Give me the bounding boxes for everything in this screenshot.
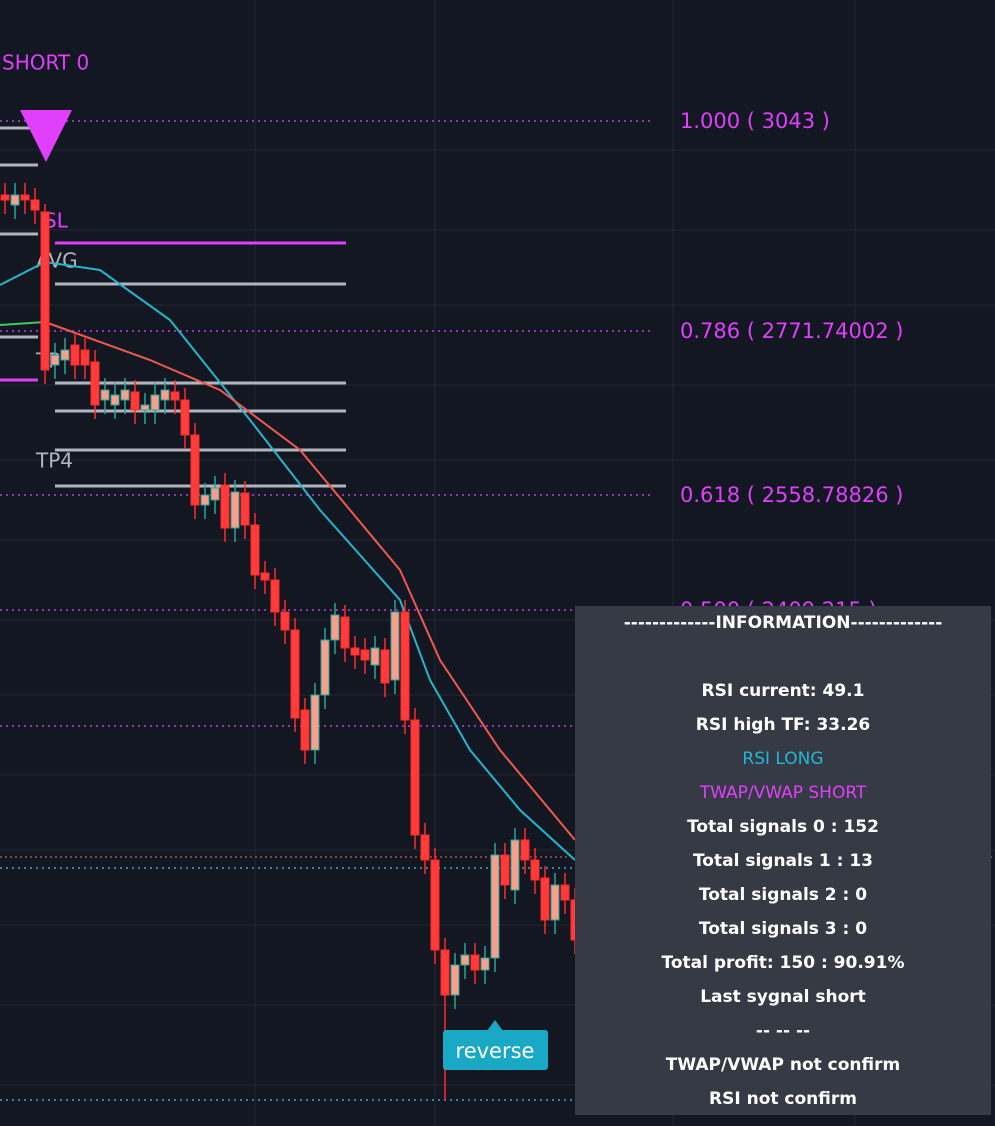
panel-line: RSI LONG	[742, 749, 823, 769]
moving-average	[0, 260, 576, 861]
candle-body	[550, 884, 560, 921]
candle-body	[410, 719, 420, 836]
candle-body	[530, 859, 540, 881]
candle-body	[50, 354, 60, 366]
level-label: TP4	[35, 449, 73, 473]
candle-body	[200, 494, 210, 506]
candle-body	[370, 647, 380, 666]
candle-body	[560, 884, 570, 901]
candle-body	[390, 611, 400, 681]
candle-body	[280, 611, 290, 631]
candle-body	[470, 954, 480, 971]
candle-body	[130, 391, 140, 411]
candle-body	[480, 957, 490, 971]
candle-body	[320, 639, 330, 696]
candle-body	[460, 954, 470, 966]
candle-body	[240, 492, 250, 526]
candle-body	[230, 491, 240, 529]
fib-label: 0.786 ( 2771.74002 )	[680, 319, 903, 343]
candle-body	[290, 629, 300, 719]
candle-body	[190, 434, 200, 506]
candle-body	[160, 389, 170, 401]
reverse-badge: reverse	[443, 1020, 548, 1070]
panel-line: Total signals 2 : 0	[699, 885, 867, 905]
candle-body	[340, 616, 350, 649]
candle-body	[90, 361, 100, 406]
panel-line: TWAP/VWAP not confirm	[666, 1055, 900, 1075]
candle-body	[360, 649, 370, 661]
panel-line: RSI high TF: 33.26	[696, 715, 870, 735]
candle-body	[140, 404, 150, 411]
reverse-label: reverse	[456, 1039, 535, 1063]
candle-body	[330, 614, 340, 641]
candle-body	[440, 949, 450, 996]
candle-body	[70, 344, 80, 366]
candle-body	[300, 709, 310, 751]
candle-body	[490, 854, 500, 959]
panel-background	[575, 606, 991, 1115]
info-panel: -------------INFORMATION------------- RSI…	[575, 606, 991, 1115]
candle-body	[220, 484, 230, 529]
panel-line: -- -- --	[756, 1021, 810, 1041]
candle-body	[0, 194, 10, 201]
candle-body	[150, 394, 160, 411]
candle-body	[430, 859, 440, 951]
candle-body	[400, 611, 410, 721]
candles	[0, 183, 660, 1100]
candle-body	[540, 877, 550, 921]
panel-line: -------------INFORMATION-------------	[624, 613, 943, 633]
candle-body	[510, 839, 520, 891]
panel-line: Total signals 3 : 0	[699, 919, 867, 939]
candle-body	[420, 834, 430, 861]
panel-line: RSI not confirm	[709, 1089, 857, 1109]
candle-body	[350, 647, 360, 656]
candle-body	[40, 211, 50, 371]
badge-background	[443, 1030, 548, 1070]
candle-body	[250, 524, 260, 576]
panel-line: RSI current: 49.1	[702, 681, 865, 701]
short-signal-marker	[20, 110, 72, 162]
candle-body	[80, 349, 90, 366]
candle-body	[60, 349, 70, 361]
moving-average	[44, 321, 576, 841]
candle-body	[120, 389, 130, 401]
candle-body	[500, 854, 510, 886]
fib-label: 1.000 ( 3043 )	[680, 109, 830, 133]
candle-body	[170, 391, 180, 401]
candle-body	[270, 579, 280, 613]
candle-body	[30, 199, 40, 211]
candle-body	[210, 487, 220, 501]
panel-line: Last sygnal short	[700, 987, 866, 1007]
panel-line: Total signals 0 : 152	[687, 817, 879, 837]
fib-label: 0.618 ( 2558.78826 )	[680, 483, 903, 507]
panel-line: Total signals 1 : 13	[693, 851, 873, 871]
signal-label: SHORT 0	[2, 51, 89, 75]
panel-line: TWAP/VWAP SHORT	[699, 783, 867, 803]
moving-average	[0, 321, 46, 326]
candle-body	[20, 194, 30, 201]
candle-body	[260, 572, 270, 581]
badge-notch	[487, 1020, 503, 1031]
candle-body	[520, 839, 530, 861]
candle-body	[310, 694, 320, 751]
panel-line: Total profit: 150 : 90.91%	[662, 953, 905, 973]
candle-body	[380, 649, 390, 684]
candle-body	[110, 394, 120, 406]
candle-body	[10, 194, 20, 206]
candle-body	[100, 389, 110, 401]
candle-body	[450, 964, 460, 996]
candle-body	[180, 399, 190, 436]
